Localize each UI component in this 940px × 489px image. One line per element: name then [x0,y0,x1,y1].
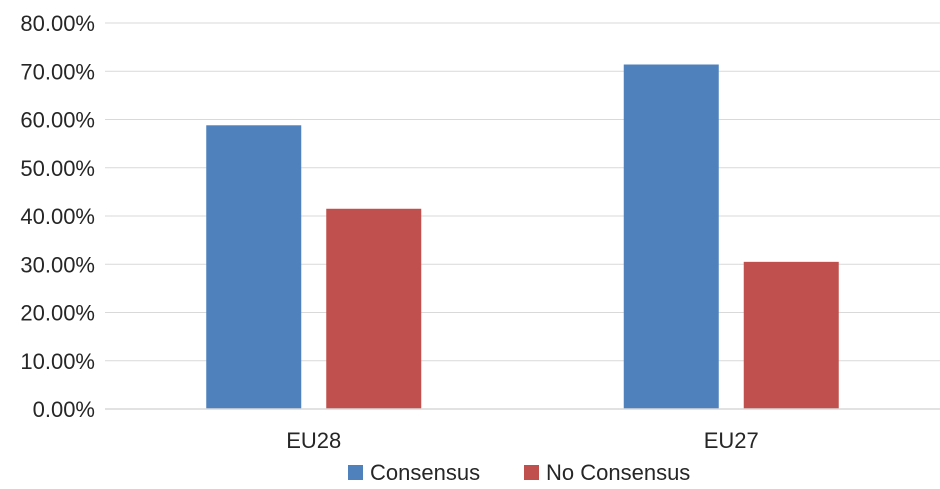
legend-swatch-no-consensus [524,465,539,480]
y-tick-label: 10.00% [20,349,95,374]
y-tick-label: 0.00% [33,397,95,422]
legend-swatch-consensus [348,465,363,480]
y-tick-label: 60.00% [20,108,95,133]
x-axis-category-labels: EU28 EU27 [286,428,759,453]
legend: Consensus No Consensus [348,460,690,485]
y-tick-label: 80.00% [20,11,95,36]
y-axis-tick-labels: 0.00% 10.00% 20.00% 30.00% 40.00% 50.00% 60.00… [20,11,95,422]
y-tick-label: 70.00% [20,59,95,84]
legend-label: No Consensus [546,460,690,485]
legend-label: Consensus [370,460,480,485]
bar-consensus-eu27 [623,64,719,410]
x-category-label: EU28 [286,428,341,453]
bars [206,64,839,410]
y-tick-label: 50.00% [20,156,95,181]
y-tick-label: 20.00% [20,301,95,326]
y-tick-label: 40.00% [20,204,95,229]
bar-no-consensus-eu28 [326,208,422,409]
y-tick-label: 30.00% [20,252,95,277]
x-category-label: EU27 [704,428,759,453]
bar-no-consensus-eu27 [743,261,839,409]
bar-consensus-eu28 [206,125,302,409]
